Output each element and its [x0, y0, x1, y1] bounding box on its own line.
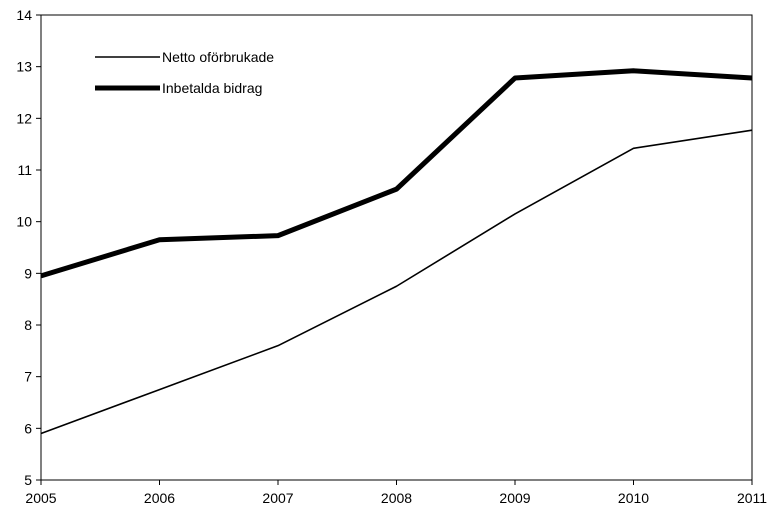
x-tick-label: 2007	[262, 490, 293, 506]
y-tick-label: 5	[24, 472, 32, 488]
y-tick-label: 6	[24, 420, 32, 436]
x-tick-label: 2010	[618, 490, 649, 506]
x-tick-label: 2006	[144, 490, 175, 506]
x-tick-label: 2009	[499, 490, 530, 506]
y-tick-label: 13	[16, 59, 32, 75]
legend-label-2: Inbetalda bidrag	[162, 80, 262, 96]
x-axis-ticks: 2005 2006 2007 2008 2009 2010 2011	[25, 480, 767, 506]
series-line-2	[40, 68, 753, 279]
y-axis-ticks: 5 6 7 8 9 10 11 12 13 14	[16, 7, 41, 488]
y-tick-label: 10	[16, 214, 32, 230]
plot-frame	[40, 14, 753, 481]
y-tick-label: 9	[24, 265, 32, 281]
y-tick-label: 8	[24, 317, 32, 333]
series-lines	[40, 68, 753, 435]
x-tick-label: 2008	[381, 490, 412, 506]
x-tick-label: 2005	[25, 490, 56, 506]
series-line-1	[40, 129, 753, 435]
y-tick-label: 14	[16, 7, 32, 23]
y-tick-label: 11	[17, 162, 32, 178]
y-tick-label: 12	[16, 110, 32, 126]
axes	[40, 14, 753, 481]
legend: Netto oförbrukade Inbetalda bidrag	[95, 49, 274, 96]
x-tick-label: 2011	[737, 490, 767, 506]
legend-label-1: Netto oförbrukade	[162, 49, 274, 65]
y-tick-label: 7	[24, 369, 32, 385]
